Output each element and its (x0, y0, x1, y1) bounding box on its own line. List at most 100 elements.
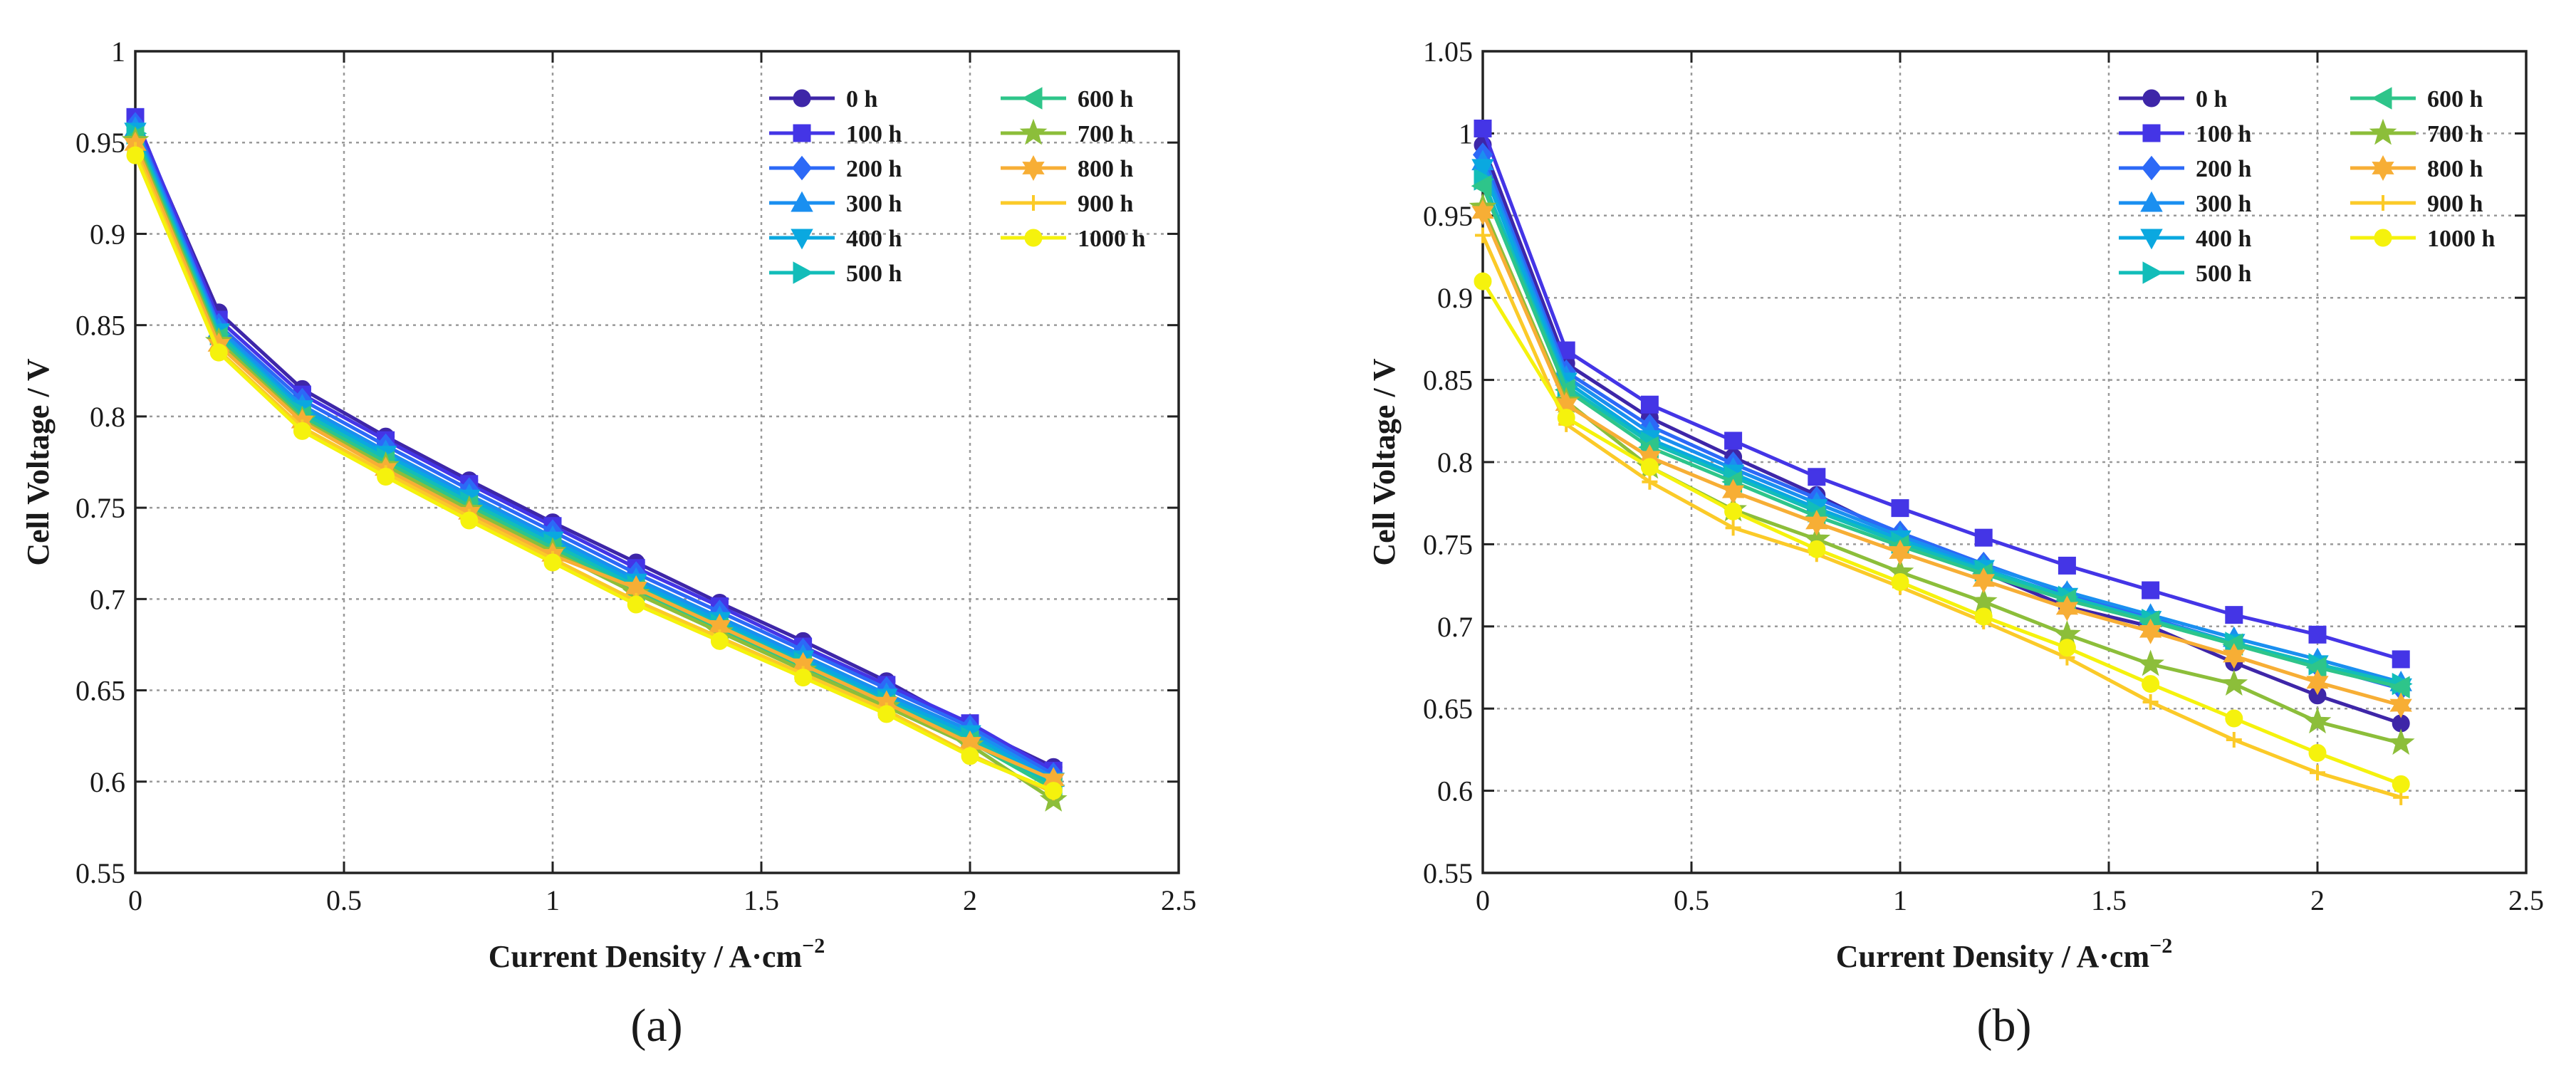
legend-marker (793, 124, 811, 142)
x-axis-title-superscript: −2 (802, 934, 825, 958)
data-point (961, 747, 979, 765)
data-point (2387, 728, 2415, 755)
y-tick-label: 0.7 (1437, 611, 1473, 643)
chart-panel-b: 0 0.5 1 1.5 2 2.5 0.55 0.6 0.65 0.7 0.75 0.8 0.85 0.9… (1367, 36, 2544, 1052)
series-400h (124, 122, 1065, 794)
data-point (1471, 199, 1494, 226)
y-tick-label: 0.55 (1423, 857, 1473, 889)
legend: 0 h 100 h 200 h 300 h 400 h 500 h 600 h 700 h 80… (769, 86, 1146, 287)
legend-marker (793, 261, 814, 284)
series-line (1481, 234, 2402, 800)
legend-label: 500 h (2196, 261, 2252, 287)
series-line (1481, 179, 2402, 686)
legend-label: 700 h (1078, 121, 1134, 147)
y-tick-label: 0.85 (75, 310, 125, 342)
data-point (2142, 693, 2159, 710)
legend-label: 200 h (846, 156, 902, 182)
legend-marker (1026, 195, 1041, 211)
data-point (1640, 458, 1659, 476)
panel-label: (a) (630, 1000, 682, 1052)
y-tick-label: 0.7 (90, 583, 125, 615)
series-line (1481, 185, 2402, 689)
y-tick-label: 0.8 (90, 401, 125, 433)
y-tick-label: 0.6 (90, 766, 125, 798)
data-point (1044, 782, 1063, 800)
series-500h (126, 122, 1065, 797)
series-line (133, 116, 1055, 773)
series-line (133, 149, 1055, 795)
series-100h (126, 108, 1063, 780)
x-tick-label: 1.5 (2091, 884, 2127, 916)
legend-label: 700 h (2427, 121, 2483, 147)
data-point (1724, 502, 1743, 520)
y-tick-label: 1 (111, 36, 125, 68)
data-point (1474, 119, 1492, 137)
series-line (1481, 144, 2402, 726)
data-point (2223, 643, 2246, 669)
series-line (1481, 280, 2402, 786)
legend-marker (791, 155, 813, 181)
data-point (1471, 174, 1492, 197)
legend-label: 600 h (1078, 86, 1134, 112)
data-point (1891, 572, 1909, 591)
y-tick-label: 0.65 (1423, 693, 1473, 725)
series-line (133, 132, 1055, 787)
series-900h (1475, 227, 2409, 805)
y-axis-title: Cell Voltage / V (1367, 358, 1402, 566)
data-point (1805, 510, 1828, 536)
series-1000h (126, 146, 1063, 800)
x-axis-title-superscript: −2 (2149, 934, 2172, 958)
legend: 0 h 100 h 200 h 300 h 400 h 500 h 600 h 700 h 80… (2119, 86, 2496, 287)
data-point (293, 422, 311, 440)
x-tick-label: 1 (1893, 884, 1907, 916)
x-tick-label: 2.5 (1161, 884, 1196, 916)
data-point (2142, 675, 2160, 693)
data-point (2139, 618, 2162, 644)
x-tick-label: 1 (546, 884, 560, 916)
data-point (1721, 478, 1745, 505)
data-point (2225, 709, 2243, 728)
data-point (1725, 520, 1741, 536)
data-point (1808, 540, 1826, 558)
series-500h (1474, 168, 2413, 696)
x-axis-title: Current Density / A·cm−2 (1836, 934, 2172, 974)
x-axis-title-text: Current Density / A·cm (489, 939, 802, 974)
y-tick-label: 0.8 (1437, 446, 1473, 478)
legend-label: 400 h (2196, 226, 2252, 252)
series-100h (1474, 119, 2410, 669)
series-line (133, 155, 1055, 792)
data-point (377, 468, 395, 486)
data-point (1891, 499, 1909, 518)
series-line (133, 143, 1055, 782)
data-point (2392, 650, 2410, 669)
legend-marker (2142, 124, 2161, 142)
legend-marker (2372, 155, 2394, 181)
legend-marker (2375, 195, 2391, 211)
data-point (2392, 775, 2410, 793)
data-point (1474, 272, 1492, 290)
y-tick-label: 1.05 (1423, 36, 1473, 68)
data-point (1557, 409, 1575, 427)
y-tick-label: 0.95 (75, 127, 125, 159)
y-tick-label: 0.85 (1423, 365, 1473, 397)
legend-label: 100 h (846, 121, 902, 147)
data-point (1974, 607, 1993, 626)
x-tick-label: 0.5 (326, 884, 362, 916)
data-point (2308, 625, 2327, 644)
legend-label: 600 h (2427, 86, 2483, 112)
data-point (877, 705, 896, 723)
series-1000h (1474, 272, 2410, 793)
legend-marker (2140, 229, 2163, 250)
data-point (1724, 431, 1743, 450)
data-point (2225, 606, 2243, 624)
data-point (1889, 539, 1912, 565)
data-point (2310, 765, 2325, 781)
data-point (1969, 587, 1998, 614)
data-point (1640, 395, 1659, 414)
series-800h (1471, 199, 2412, 718)
y-tick-label: 1 (1459, 117, 1473, 150)
legend-label: 800 h (1078, 156, 1134, 182)
legend-label: 800 h (2427, 156, 2483, 182)
data-point (710, 632, 729, 650)
x-tick-label: 2 (2310, 884, 2325, 916)
